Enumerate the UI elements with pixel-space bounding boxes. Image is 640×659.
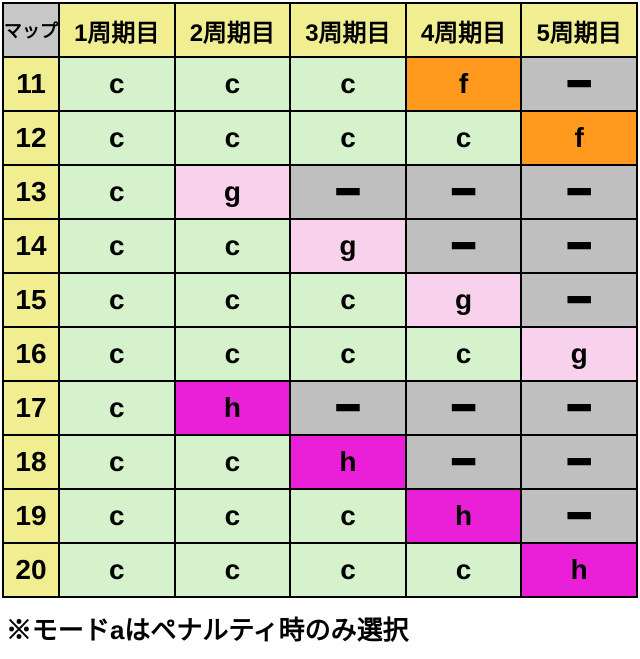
cell: h <box>521 543 637 597</box>
table-row: 11cccf━ <box>3 57 637 111</box>
cell: f <box>406 57 522 111</box>
cell: h <box>175 381 291 435</box>
cell: c <box>59 381 175 435</box>
corner-header: マップ <box>3 3 59 57</box>
cell: ━ <box>521 273 637 327</box>
cell: h <box>290 435 406 489</box>
cell: c <box>290 543 406 597</box>
col-header-2: 2周期目 <box>175 3 291 57</box>
cell: c <box>59 435 175 489</box>
cell: ━ <box>406 219 522 273</box>
cell: c <box>406 327 522 381</box>
cell: c <box>59 543 175 597</box>
cell: c <box>406 543 522 597</box>
cell: ━ <box>406 435 522 489</box>
cell: ━ <box>290 381 406 435</box>
table-row: 19ccch━ <box>3 489 637 543</box>
cell: c <box>175 543 291 597</box>
row-header: 18 <box>3 435 59 489</box>
row-header: 11 <box>3 57 59 111</box>
cell: c <box>290 111 406 165</box>
table-row: 17ch━━━ <box>3 381 637 435</box>
cell: c <box>59 489 175 543</box>
row-header: 15 <box>3 273 59 327</box>
table-row: 12ccccf <box>3 111 637 165</box>
cell: ━ <box>406 381 522 435</box>
row-header: 19 <box>3 489 59 543</box>
cell: c <box>59 273 175 327</box>
cell: g <box>521 327 637 381</box>
cell: c <box>175 219 291 273</box>
row-header: 13 <box>3 165 59 219</box>
cell: c <box>59 165 175 219</box>
cell: ━ <box>290 165 406 219</box>
table-row: 20cccch <box>3 543 637 597</box>
cell: ━ <box>521 435 637 489</box>
row-header: 16 <box>3 327 59 381</box>
cell: c <box>175 111 291 165</box>
cell: c <box>175 57 291 111</box>
cell: ━ <box>521 57 637 111</box>
cell: c <box>175 489 291 543</box>
col-header-1: 1周期目 <box>59 3 175 57</box>
cell: g <box>290 219 406 273</box>
cell: c <box>59 327 175 381</box>
table-row: 16ccccg <box>3 327 637 381</box>
cell: c <box>406 111 522 165</box>
table-row: 18cch━━ <box>3 435 637 489</box>
row-header: 12 <box>3 111 59 165</box>
col-header-5: 5周期目 <box>521 3 637 57</box>
cell: g <box>406 273 522 327</box>
cell: ━ <box>521 219 637 273</box>
col-header-3: 3周期目 <box>290 3 406 57</box>
cell: ━ <box>521 165 637 219</box>
row-header: 17 <box>3 381 59 435</box>
cell: f <box>521 111 637 165</box>
cell: c <box>59 111 175 165</box>
cell: c <box>175 273 291 327</box>
table-row: 14ccg━━ <box>3 219 637 273</box>
cell: c <box>290 489 406 543</box>
cell: c <box>175 435 291 489</box>
row-header: 14 <box>3 219 59 273</box>
cell: h <box>406 489 522 543</box>
cell: c <box>59 57 175 111</box>
cell: c <box>290 273 406 327</box>
table-row: 15cccg━ <box>3 273 637 327</box>
row-header: 20 <box>3 543 59 597</box>
cycle-table: マップ 1周期目2周期目3周期目4周期目5周期目 11cccf━12ccccf1… <box>2 2 638 598</box>
cell: g <box>175 165 291 219</box>
cell: ━ <box>406 165 522 219</box>
cell: c <box>175 327 291 381</box>
cell: ━ <box>521 489 637 543</box>
col-header-4: 4周期目 <box>406 3 522 57</box>
cell: c <box>290 327 406 381</box>
cell: c <box>59 219 175 273</box>
cell: ━ <box>521 381 637 435</box>
table-row: 13cg━━━ <box>3 165 637 219</box>
footnote: ※モードaはペナルティ時のみ選択 <box>0 600 640 659</box>
cell: c <box>290 57 406 111</box>
